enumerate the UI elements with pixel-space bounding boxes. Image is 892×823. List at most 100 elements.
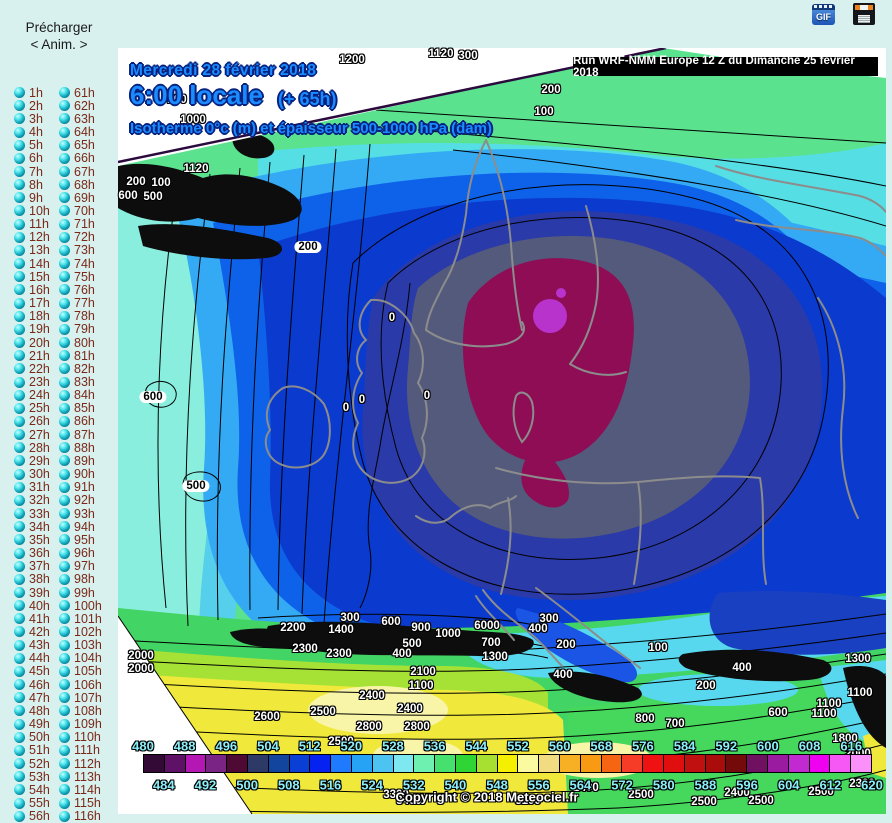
timestep-item[interactable]: 27h (14, 428, 50, 441)
timestep-item[interactable]: 116h (59, 810, 102, 823)
timestep-item[interactable]: 41h (14, 612, 50, 625)
timestep-item[interactable]: 86h (59, 415, 102, 428)
timestep-link[interactable]: 34h (29, 519, 50, 534)
timestep-item[interactable]: 53h (14, 770, 50, 783)
timestep-item[interactable]: 25h (14, 402, 50, 415)
timestep-link[interactable]: 112h (74, 756, 101, 771)
timestep-item[interactable]: 56h (14, 810, 50, 823)
timestep-item[interactable]: 97h (59, 560, 102, 573)
timestep-link[interactable]: 32h (29, 493, 50, 508)
timestep-link[interactable]: 39h (29, 585, 50, 600)
timestep-link[interactable]: 6h (29, 151, 43, 166)
timestep-link[interactable]: 49h (29, 717, 50, 732)
timestep-item[interactable]: 82h (59, 362, 102, 375)
timestep-item[interactable]: 84h (59, 389, 102, 402)
timestep-item[interactable]: 106h (59, 678, 102, 691)
timestep-item[interactable]: 4h (14, 125, 50, 138)
timestep-link[interactable]: 106h (74, 677, 102, 692)
timestep-link[interactable]: 115h (74, 796, 101, 811)
timestep-item[interactable]: 95h (59, 533, 102, 546)
timestep-link[interactable]: 73h (74, 243, 95, 258)
timestep-item[interactable]: 90h (59, 468, 102, 481)
timestep-link[interactable]: 88h (74, 440, 95, 455)
timestep-link[interactable]: 37h (29, 559, 50, 574)
timestep-item[interactable]: 45h (14, 665, 50, 678)
timestep-item[interactable]: 48h (14, 704, 50, 717)
timestep-item[interactable]: 22h (14, 362, 50, 375)
timestep-item[interactable]: 23h (14, 375, 50, 388)
timestep-item[interactable]: 28h (14, 441, 50, 454)
timestep-link[interactable]: 48h (29, 703, 50, 718)
timestep-item[interactable]: 49h (14, 718, 50, 731)
timestep-item[interactable]: 38h (14, 573, 50, 586)
timestep-link[interactable]: 25h (29, 401, 50, 416)
timestep-item[interactable]: 73h (59, 244, 102, 257)
timestep-item[interactable]: 10h (14, 204, 50, 217)
timestep-item[interactable]: 44h (14, 652, 50, 665)
timestep-item[interactable]: 80h (59, 336, 102, 349)
timestep-item[interactable]: 70h (59, 204, 102, 217)
timestep-link[interactable]: 84h (74, 388, 95, 403)
timestep-link[interactable]: 24h (29, 388, 50, 403)
timestep-item[interactable]: 108h (59, 704, 102, 717)
timestep-item[interactable]: 113h (59, 770, 102, 783)
timestep-link[interactable]: 78h (74, 309, 95, 324)
timestep-item[interactable]: 17h (14, 297, 50, 310)
timestep-item[interactable]: 2h (14, 99, 50, 112)
timestep-item[interactable]: 64h (59, 125, 102, 138)
timestep-link[interactable]: 68h (74, 177, 95, 192)
timestep-link[interactable]: 107h (74, 690, 102, 705)
timestep-item[interactable]: 51h (14, 744, 50, 757)
timestep-link[interactable]: 14h (29, 256, 50, 271)
timestep-item[interactable]: 72h (59, 231, 102, 244)
timestep-link[interactable]: 64h (74, 125, 95, 140)
timestep-item[interactable]: 105h (59, 665, 102, 678)
timestep-link[interactable]: 62h (74, 98, 95, 113)
forecast-map[interactable] (118, 48, 886, 814)
timestep-item[interactable]: 85h (59, 402, 102, 415)
timestep-item[interactable]: 96h (59, 546, 102, 559)
timestep-item[interactable]: 112h (59, 757, 102, 770)
timestep-item[interactable]: 111h (59, 744, 102, 757)
timestep-link[interactable]: 16h (29, 282, 50, 297)
timestep-item[interactable]: 99h (59, 586, 102, 599)
timestep-item[interactable]: 81h (59, 349, 102, 362)
timestep-link[interactable]: 76h (74, 282, 95, 297)
timestep-item[interactable]: 61h (59, 86, 102, 99)
timestep-item[interactable]: 32h (14, 494, 50, 507)
timestep-link[interactable]: 52h (29, 756, 50, 771)
timestep-link[interactable]: 71h (74, 217, 95, 232)
timestep-link[interactable]: 29h (29, 453, 50, 468)
timestep-item[interactable]: 30h (14, 468, 50, 481)
timestep-item[interactable]: 37h (14, 560, 50, 573)
timestep-link[interactable]: 72h (74, 230, 95, 245)
timestep-link[interactable]: 102h (74, 624, 102, 639)
timestep-item[interactable]: 107h (59, 691, 102, 704)
timestep-item[interactable]: 62h (59, 99, 102, 112)
timestep-item[interactable]: 94h (59, 520, 102, 533)
timestep-item[interactable]: 66h (59, 152, 102, 165)
timestep-item[interactable]: 74h (59, 257, 102, 270)
timestep-link[interactable]: 45h (29, 664, 50, 679)
timestep-item[interactable]: 36h (14, 546, 50, 559)
timestep-link[interactable]: 40h (29, 598, 50, 613)
timestep-item[interactable]: 115h (59, 796, 102, 809)
timestep-item[interactable]: 33h (14, 507, 50, 520)
timestep-link[interactable]: 13h (29, 243, 50, 258)
timestep-link[interactable]: 7h (29, 164, 43, 179)
timestep-link[interactable]: 75h (74, 269, 95, 284)
timestep-item[interactable]: 88h (59, 441, 102, 454)
timestep-item[interactable]: 29h (14, 454, 50, 467)
timestep-item[interactable]: 63h (59, 112, 102, 125)
timestep-link[interactable]: 17h (29, 296, 50, 311)
timestep-link[interactable]: 27h (29, 427, 50, 442)
timestep-link[interactable]: 100h (74, 598, 102, 613)
timestep-link[interactable]: 104h (74, 651, 102, 666)
timestep-link[interactable]: 5h (29, 138, 43, 153)
timestep-link[interactable]: 19h (29, 322, 50, 337)
timestep-link[interactable]: 86h (74, 414, 95, 429)
timestep-link[interactable]: 38h (29, 572, 50, 587)
timestep-item[interactable]: 14h (14, 257, 50, 270)
timestep-item[interactable]: 79h (59, 323, 102, 336)
timestep-item[interactable]: 20h (14, 336, 50, 349)
